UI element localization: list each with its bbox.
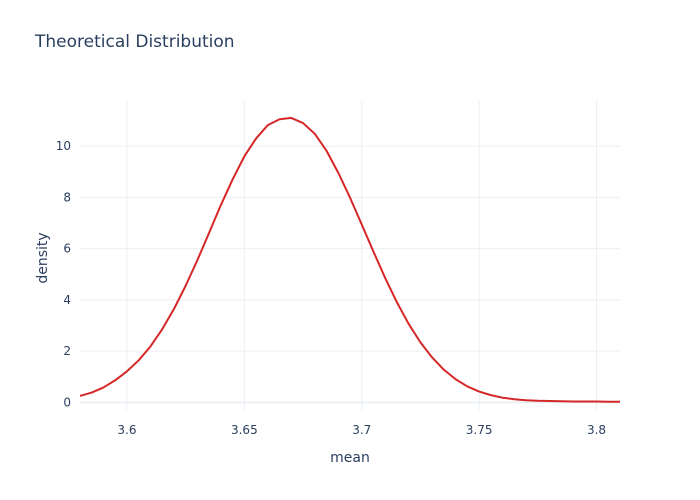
y-tick-label: 8 [63,190,71,204]
gridlines [80,100,620,410]
plot-area[interactable] [79,116,620,403]
y-tick-label: 2 [63,344,71,358]
x-axis-title: mean [330,450,370,466]
chart-title: Theoretical Distribution [35,32,235,52]
y-tick-label: 10 [56,139,71,153]
x-tick-label: 3.6 [117,423,136,437]
x-tick-label: 3.65 [231,423,258,437]
y-tick-label: 6 [63,242,71,256]
x-axis: 3.6 3.65 3.7 3.75 3.8 [117,423,606,437]
y-axis-title: density [35,232,51,283]
x-tick-label: 3.8 [587,423,606,437]
y-tick-label: 4 [63,293,71,307]
x-tick-label: 3.75 [466,423,493,437]
y-axis: 0 2 4 6 8 10 [56,139,71,409]
y-tick-label: 0 [63,395,71,409]
x-tick-label: 3.7 [352,423,371,437]
density-line[interactable] [79,116,620,403]
